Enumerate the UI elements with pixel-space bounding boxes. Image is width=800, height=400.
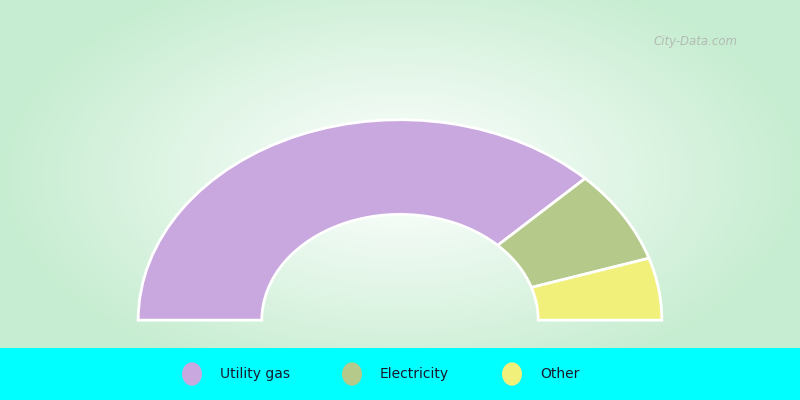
Text: Other: Other [540,367,579,381]
Text: Electricity: Electricity [380,367,449,381]
Wedge shape [138,120,585,320]
Wedge shape [498,178,649,288]
Text: Utility gas: Utility gas [220,367,290,381]
Ellipse shape [182,362,202,386]
Wedge shape [531,258,662,320]
Ellipse shape [342,362,362,386]
Text: City-Data.com: City-Data.com [654,35,738,48]
Ellipse shape [502,362,522,386]
